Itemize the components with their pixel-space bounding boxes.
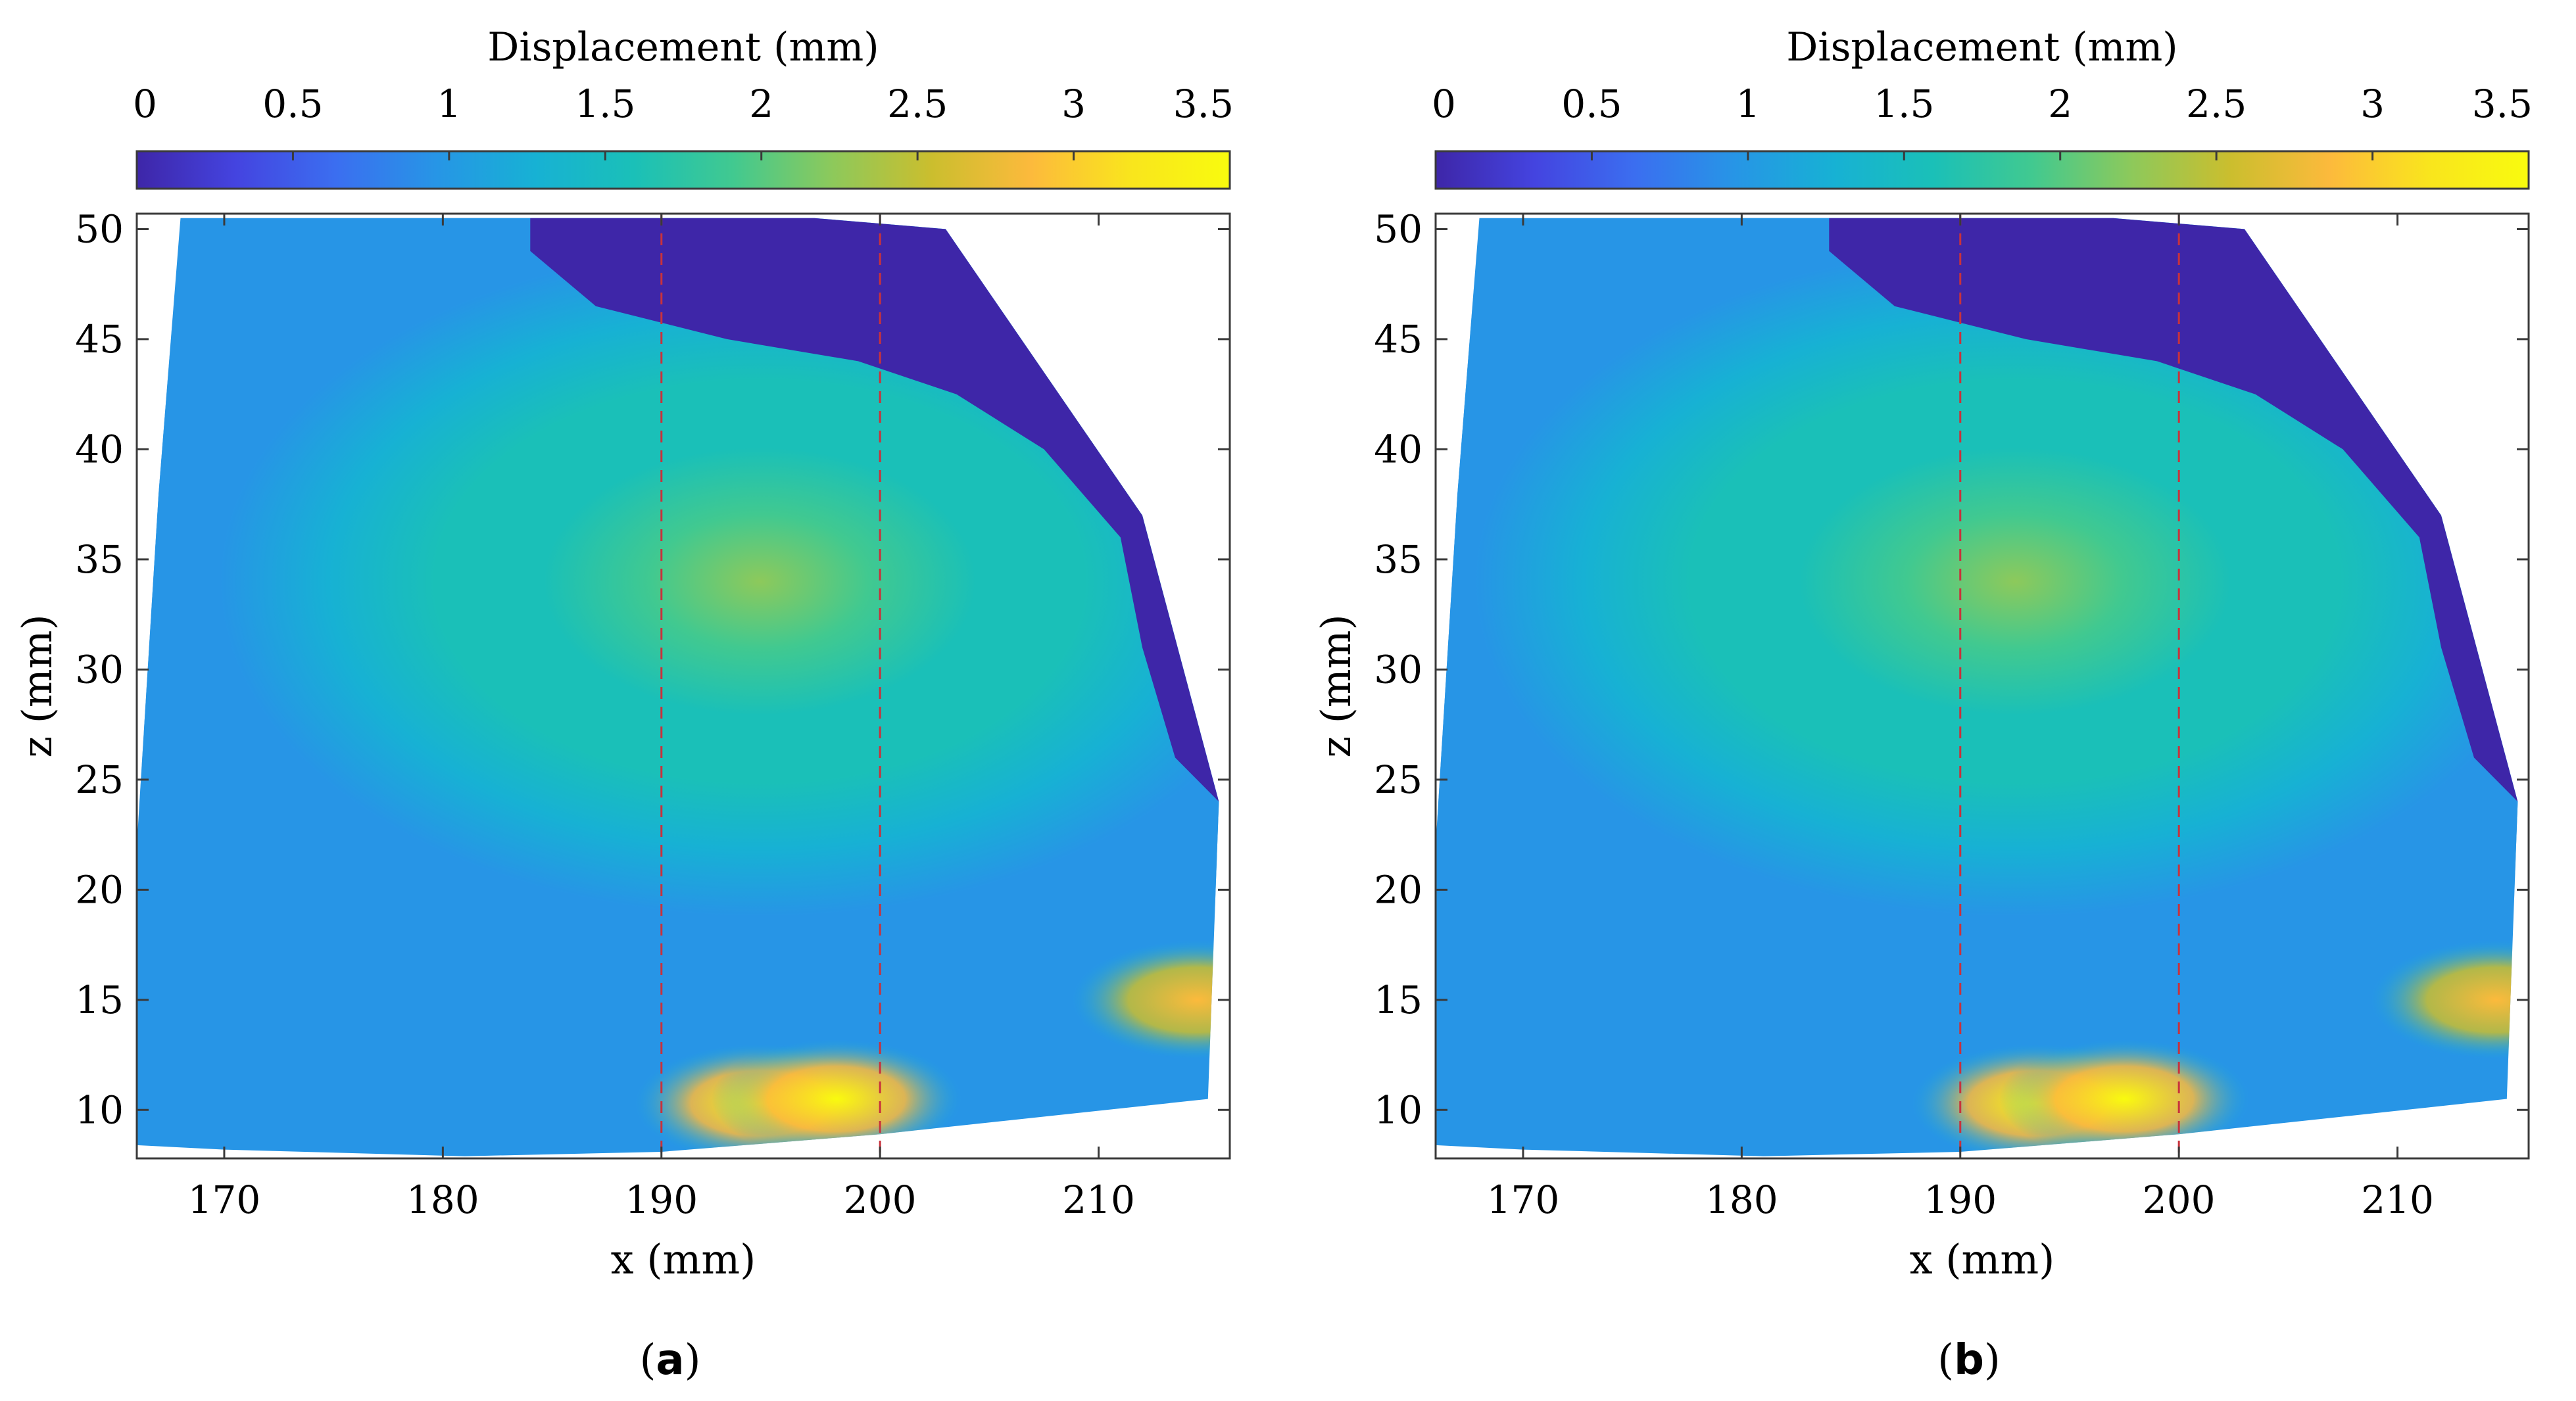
- x-tick-label: 190: [625, 1177, 698, 1222]
- colorbar-tick-label: 0.5: [262, 82, 323, 126]
- y-tick-label: 20: [75, 867, 124, 912]
- y-tick-label: 35: [75, 537, 124, 582]
- hot-spot: [2371, 940, 2518, 1059]
- x-axis-label: x (mm): [611, 1235, 756, 1283]
- colorbar-tick-label: 3: [2360, 82, 2385, 126]
- y-axis-label: z (mm): [13, 614, 61, 757]
- colorbar-tick-label: 2.5: [887, 82, 948, 126]
- y-tick-label: 30: [1374, 647, 1422, 692]
- y-tick-label: 10: [75, 1087, 124, 1132]
- plot-frame: [1434, 212, 2530, 1160]
- colorbar-gradient: [135, 150, 1231, 190]
- colorbar-title: Displacement (mm): [487, 24, 879, 70]
- colorbar-tick-label: 0: [133, 82, 157, 126]
- hot-spot: [711, 1039, 961, 1156]
- panel-caption: (a): [639, 1336, 700, 1385]
- colorbar-tick-label: 1: [1736, 82, 1760, 126]
- y-axis-label: z (mm): [1312, 614, 1360, 757]
- y-tick-label: 45: [75, 317, 124, 362]
- figure-panel-a: Displacement (mm) 0 0.5 1 1.5 2 2.5 3 3.5 170 18…: [13, 24, 1234, 1385]
- x-axis-label: x (mm): [1910, 1235, 2055, 1283]
- y-tick-label: 40: [1374, 427, 1422, 471]
- displacement-field: [137, 218, 1219, 1156]
- colorbar-tick-label: 2: [2048, 82, 2072, 126]
- x-tick-label: 170: [1487, 1177, 1560, 1222]
- colorbar-tick-label: 1.5: [1874, 82, 1934, 126]
- y-tick-label: 50: [75, 206, 124, 251]
- y-tick-label: 25: [75, 757, 124, 802]
- x-axis-ticks: 170 180 190 200 210: [188, 214, 1135, 1222]
- x-tick-label: 170: [188, 1177, 261, 1222]
- colorbar-ticks: 0 0.5 1 1.5 2 2.5 3 3.5: [133, 82, 1234, 160]
- colorbar-gradient: [1434, 150, 2530, 190]
- figure-panel-b: Displacement (mm) 0 0.5 1 1.5 2 2.5 3 3.5 170 18…: [1299, 0, 2576, 1401]
- x-tick-label: 180: [1705, 1177, 1778, 1222]
- colorbar-tick-label: 0: [1432, 82, 1456, 126]
- low-displacement-zone: [530, 218, 1219, 802]
- colorbar-tick-label: 2.5: [2186, 82, 2247, 126]
- hot-spot: [1999, 1039, 2250, 1156]
- y-tick-label: 15: [75, 978, 124, 1022]
- x-axis-ticks: 170 180 190 200 210: [1487, 214, 2434, 1222]
- colorbar-title: Displacement (mm): [1786, 24, 2177, 70]
- x-tick-label: 200: [844, 1177, 917, 1222]
- colorbar-tick-label: 3: [1061, 82, 1086, 126]
- y-tick-label: 20: [1374, 867, 1422, 912]
- y-axis-ticks: 10 15 20 25 30 35 40 45 50: [1374, 206, 2529, 1132]
- caption-letter: b: [1954, 1336, 1984, 1385]
- y-axis-ticks: 10 15 20 25 30 35 40 45 50: [75, 206, 1230, 1132]
- panel-caption: (b): [1937, 1336, 2001, 1385]
- x-tick-label: 200: [2143, 1177, 2216, 1222]
- displacement-map-chart-b: Displacement (mm) 0 0.5 1 1.5 2 2.5 3 3.5 170 18…: [1312, 24, 2533, 1385]
- x-tick-label: 180: [406, 1177, 479, 1222]
- displacement-field: [1436, 218, 2518, 1156]
- y-tick-label: 15: [1374, 978, 1422, 1022]
- colorbar-tick-label: 3.5: [1173, 82, 1234, 126]
- x-tick-label: 210: [1062, 1177, 1135, 1222]
- y-tick-label: 40: [75, 427, 124, 471]
- displacement-map-chart-a: Displacement (mm) 0 0.5 1 1.5 2 2.5 3 3.5 170 18…: [13, 24, 1234, 1385]
- y-tick-label: 50: [1374, 206, 1422, 251]
- colorbar-tick-label: 1: [437, 82, 461, 126]
- hot-spot-group: [635, 940, 1219, 1156]
- colorbar-ticks: 0 0.5 1 1.5 2 2.5 3 3.5: [1432, 82, 2533, 160]
- hot-spot: [1072, 940, 1219, 1059]
- colorbar-tick-label: 1.5: [575, 82, 635, 126]
- x-tick-label: 210: [2361, 1177, 2434, 1222]
- hot-spot-group: [1912, 940, 2518, 1156]
- y-tick-label: 45: [1374, 317, 1422, 362]
- colorbar-tick-label: 2: [749, 82, 773, 126]
- y-tick-label: 30: [75, 647, 124, 692]
- colorbar-tick-label: 0.5: [1561, 82, 1622, 126]
- y-tick-label: 35: [1374, 537, 1422, 582]
- colorbar-tick-label: 3.5: [2472, 82, 2533, 126]
- y-tick-label: 25: [1374, 757, 1422, 802]
- low-displacement-zone: [1829, 218, 2518, 802]
- y-tick-label: 10: [1374, 1087, 1422, 1132]
- plot-frame: [135, 212, 1231, 1160]
- x-tick-label: 190: [1924, 1177, 1997, 1222]
- caption-letter: a: [656, 1336, 684, 1385]
